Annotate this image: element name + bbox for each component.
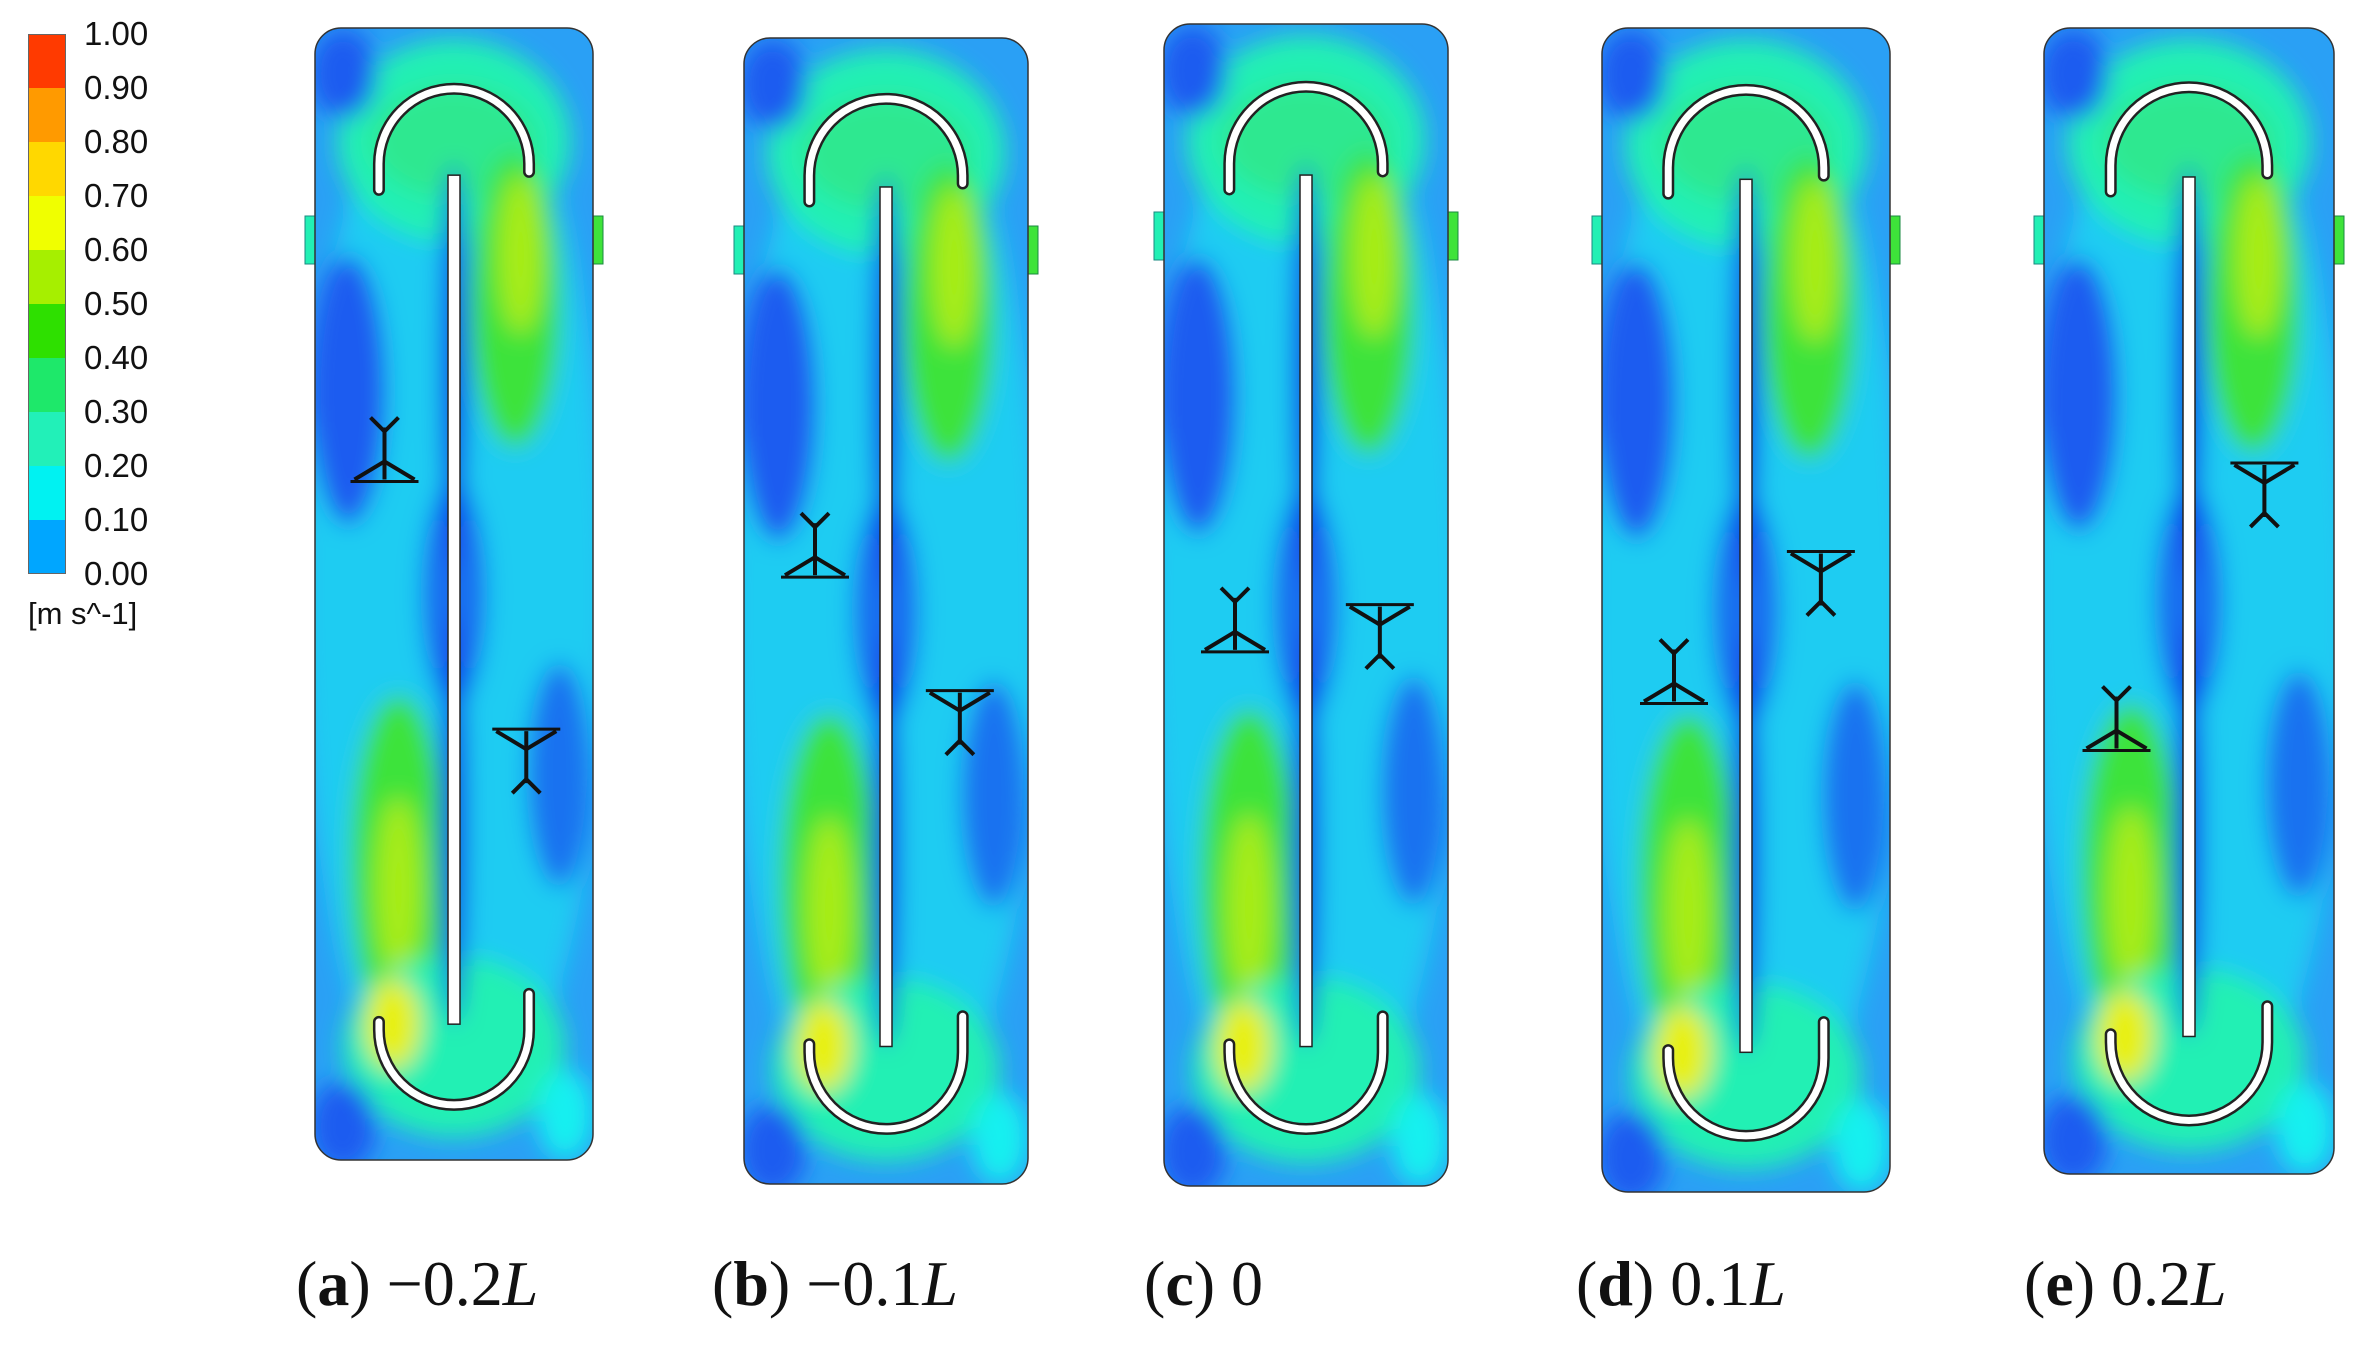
- colorbar-tick-label: 0.70: [84, 177, 149, 214]
- center-baffle: [2182, 176, 2196, 1038]
- panel-letter: e: [2045, 1248, 2074, 1319]
- center-baffle: [447, 174, 461, 1025]
- impeller-icon: [2230, 461, 2299, 529]
- panel-caption-b: (b) −0.1L: [712, 1248, 958, 1319]
- panel-offset-value: 0.2: [2111, 1248, 2192, 1319]
- panel-offset-value: −0.2: [386, 1248, 503, 1319]
- colorbar-band: [28, 250, 66, 304]
- panel-offset-unit: L: [2191, 1248, 2227, 1319]
- colorbar-tick-label: 0.60: [84, 231, 149, 268]
- colorbar-tick-label: 0.80: [84, 123, 149, 160]
- center-baffle: [1299, 174, 1313, 1048]
- impeller-icon: [492, 727, 561, 795]
- tank-outline: [1163, 23, 1449, 1187]
- tank-outline: [2043, 27, 2335, 1175]
- tank-outline: [1601, 27, 1891, 1193]
- colorbar-tick-label: 0.40: [84, 339, 149, 376]
- center-baffle: [1739, 178, 1753, 1054]
- colorbar-tick-label: 0.10: [84, 501, 149, 538]
- tank-outline: [314, 27, 594, 1161]
- impeller-icon: [350, 416, 419, 483]
- panel-letter: d: [1597, 1248, 1633, 1319]
- colorbar-band: [28, 34, 66, 88]
- impeller-icon: [2082, 685, 2151, 753]
- colorbar-tick-label: 0.00: [84, 555, 149, 592]
- panel-d: [1591, 27, 1901, 1193]
- panel-caption-e: (e) 0.2L: [2024, 1248, 2227, 1319]
- colorbar-tick-label: 0.20: [84, 447, 149, 484]
- colorbar-band: [28, 520, 66, 574]
- panel-caption-c: (c) 0: [1144, 1248, 1264, 1319]
- panel-offset-unit: L: [922, 1248, 958, 1319]
- impeller-icon: [1345, 603, 1414, 671]
- impeller-icon: [781, 511, 849, 579]
- panel-b: [733, 37, 1039, 1185]
- panel-offset-value: 0: [1231, 1248, 1264, 1319]
- colorbar-band: [28, 358, 66, 412]
- impeller-icon: [1201, 586, 1269, 654]
- panel-offset-value: 0.1: [1670, 1248, 1751, 1319]
- velocity-field: [744, 38, 1028, 1184]
- panel-e: [2033, 27, 2345, 1175]
- panel-a: [304, 27, 604, 1161]
- panel-caption-d: (d) 0.1L: [1576, 1248, 1786, 1319]
- colorbar-band: [28, 304, 66, 358]
- panel-letter: b: [733, 1248, 769, 1319]
- panel-offset-unit: L: [502, 1248, 539, 1319]
- impeller-icon: [925, 689, 994, 757]
- colorbar-band: [28, 196, 66, 250]
- colorbar-legend: 1.00 0.90 0.80 0.70 0.60 0.50 0.40 0.30 0.20 0.10…: [22, 16, 222, 648]
- colorbar-band: [28, 412, 66, 466]
- impeller-icon: [1640, 638, 1708, 705]
- impeller-icon: [1786, 549, 1855, 617]
- colorbar-unit: [m s^-1]: [28, 596, 138, 631]
- panel-c: [1153, 23, 1459, 1187]
- colorbar-tick-label: 1.00: [84, 15, 149, 52]
- panel-offset-value: −0.1: [806, 1248, 923, 1319]
- center-baffle: [879, 186, 893, 1048]
- panel-letter: c: [1165, 1248, 1194, 1319]
- colorbar-frame: [28, 34, 66, 574]
- colorbar-band: [28, 88, 66, 142]
- colorbar-tick-label: 0.30: [84, 393, 149, 430]
- panel-letter: a: [317, 1248, 350, 1319]
- colorbar-tick-label: 0.50: [84, 285, 149, 322]
- tank-outline: [743, 37, 1029, 1185]
- colorbar-band: [28, 466, 66, 520]
- panel-caption-a: (a) −0.2L: [296, 1248, 539, 1319]
- panel-offset-unit: L: [1750, 1248, 1786, 1319]
- colorbar-band: [28, 142, 66, 196]
- colorbar-tick-label: 0.90: [84, 69, 149, 106]
